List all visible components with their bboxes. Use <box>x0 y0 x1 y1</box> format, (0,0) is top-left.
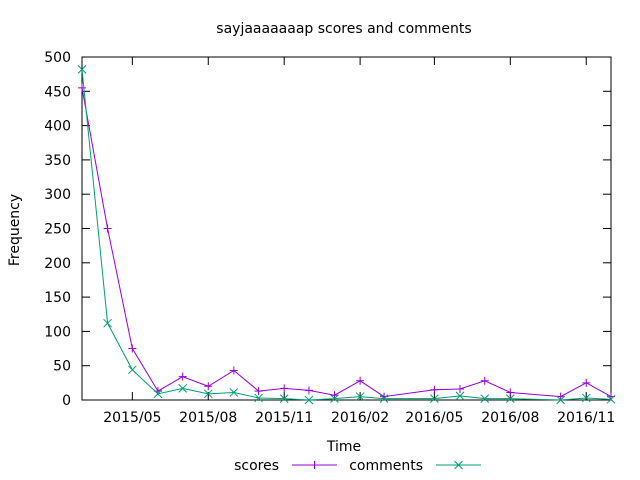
x-tick-label: 2015/05 <box>103 410 161 426</box>
series-comments <box>78 65 615 404</box>
chart-title: sayjaaaaaaap scores and comments <box>216 21 471 37</box>
data-point-scores <box>356 377 364 385</box>
data-point-scores <box>456 385 464 393</box>
data-point-scores <box>204 382 212 390</box>
series-scores <box>78 84 615 401</box>
legend-label: comments <box>349 458 423 474</box>
y-axis-label: Frequency <box>7 194 23 266</box>
series-line-comments <box>82 69 611 400</box>
y-tick-label: 250 <box>44 222 71 238</box>
data-point-scores <box>78 84 86 92</box>
data-point-scores <box>430 386 438 394</box>
y-tick-label: 400 <box>44 119 71 135</box>
series-layer <box>78 65 615 404</box>
x-tick-label: 2016/05 <box>405 410 463 426</box>
y-tick-label: 350 <box>44 153 71 169</box>
data-point-scores <box>104 225 112 233</box>
legend-label: scores <box>234 458 279 474</box>
data-point-scores <box>481 377 489 385</box>
y-tick-label: 150 <box>44 290 71 306</box>
data-point-scores <box>305 386 313 394</box>
data-point-scores <box>582 379 590 387</box>
data-point-scores <box>280 384 288 392</box>
x-tick-label: 2015/08 <box>179 410 237 426</box>
y-tick-label: 200 <box>44 256 71 272</box>
series-line-scores <box>82 88 611 397</box>
data-point-scores <box>380 393 388 401</box>
data-point-comments <box>128 366 136 374</box>
plot-area <box>82 57 611 400</box>
legend: scores comments <box>234 458 481 474</box>
x-axis-label: Time <box>326 439 361 455</box>
data-point-scores <box>128 345 136 353</box>
x-tick-label: 2015/11 <box>255 410 313 426</box>
legend-marker-scores <box>311 461 319 469</box>
y-tick-label: 450 <box>44 84 71 100</box>
y-tick-label: 0 <box>62 393 71 409</box>
y-tick-label: 100 <box>44 324 71 340</box>
y-tick-label: 300 <box>44 187 71 203</box>
x-tick-label: 2016/11 <box>557 410 615 426</box>
y-tick-label: 50 <box>53 359 71 375</box>
axis-ticks: 0 50 100 150 200 250 300 350 400 450 500 2015/05 201… <box>44 50 615 426</box>
data-point-scores <box>179 373 187 381</box>
y-tick-label: 500 <box>44 50 71 66</box>
x-tick-label: 2016/02 <box>331 410 389 426</box>
data-point-comments <box>179 384 187 392</box>
x-tick-label: 2016/08 <box>481 410 539 426</box>
